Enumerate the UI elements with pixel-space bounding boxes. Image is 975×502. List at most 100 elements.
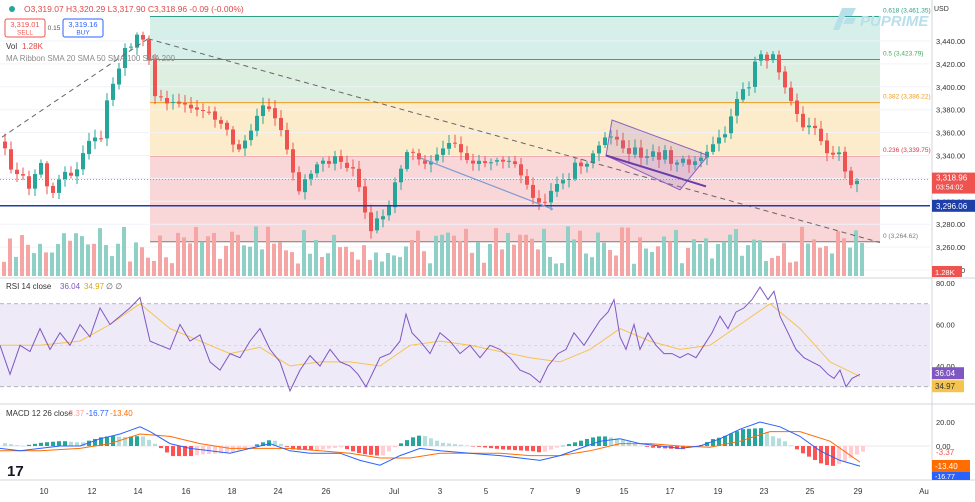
candle-body [489,162,493,164]
volume-bar [638,237,642,276]
macd-histogram-bar [321,446,325,450]
macd-histogram-bar [339,446,343,448]
volume-bar [572,239,576,276]
candle-body [561,180,565,184]
rsi-pane[interactable]: RSI 14 close 36.04 34.97 ∅ ∅ [0,282,930,393]
volume-label: Vol [6,42,17,51]
candle-body [33,174,37,189]
fib-label: 0.382 (3,386.22) [883,94,931,101]
volume-bar [800,226,804,276]
macd-histogram-bar [447,443,451,446]
candle-body [615,136,619,140]
volume-bars [2,226,864,276]
candle-body [207,111,211,113]
macd-histogram-bar [243,446,247,449]
candle-body [477,160,481,164]
candle-body [261,105,265,116]
candle-body [609,136,613,138]
candle-body [183,103,187,105]
volume-bar [716,244,720,276]
macd-histogram-bar [297,446,301,450]
volume-bar [236,234,240,276]
macd-histogram-bar [711,439,715,446]
time-axis[interactable]: 10 12 14 16 18 24 26 Jul 3 5 7 9 15 17 19 23 25 29 Au [40,487,929,496]
macd-histogram-bar [15,445,19,446]
candle-body [423,160,427,164]
time-tick: 10 [40,487,49,496]
macd-histogram-bar [765,432,769,446]
macd-value: -16.77 [86,409,109,418]
price-tick: 3,360.00 [936,129,965,138]
macd-histogram-bar [165,446,169,453]
tradingview-logo-icon: 17 [7,463,24,480]
volume-bar [404,246,408,276]
price-tick: 3,280.00 [936,220,965,229]
macd-histogram-bar [399,443,403,446]
macd-pane[interactable]: MACD 12 26 close-3.37 -16.77 -13.40 [0,409,930,467]
fib-label: 0.5 (3,423.79) [883,51,923,58]
macd-hist-value: -3.37 [66,409,85,418]
rsi-ma-value: 34.97 [84,282,105,291]
volume-bar [602,242,606,276]
candle-body [405,152,409,169]
volume-bar [8,238,12,276]
volume-bar [326,253,330,276]
candle-body [651,151,655,157]
macd-histogram-bar [69,441,73,446]
volume-bar [482,262,486,276]
volume-bar [398,257,402,276]
macd-histogram-bar [543,446,547,452]
volume-bar [536,249,540,276]
sell-button[interactable]: 3,319.01 SELL [4,18,46,38]
volume-bar [290,252,294,276]
volume-bar [302,230,306,276]
macd-histogram-bar [381,446,385,456]
macd-histogram-bar [585,439,589,446]
rising-trendline [1,38,149,138]
volume-bar [644,248,648,276]
price-tick: 3,340.00 [936,152,965,161]
macd-histogram-bar [843,446,847,462]
candle-body [645,156,649,158]
candle-body [447,143,451,149]
candle-body [639,147,643,158]
last-price-badge [932,172,975,194]
fibonacci-zones [150,16,880,243]
candle-body [603,137,607,146]
time-tick: 3 [438,487,443,496]
macd-histogram-bar [9,444,13,446]
volume-bar [62,233,66,276]
candle-body [387,206,391,216]
fib-zone [150,155,880,242]
buy-button[interactable]: 3,319.16 BUY [62,18,104,38]
volume-bar [242,245,246,276]
volume-bar [386,252,390,276]
candle-body [219,120,223,124]
macd-histogram-bar [363,446,367,455]
volume-bar [320,257,324,276]
volume-bar [458,241,462,276]
volume-bar [734,229,738,276]
buy-label: BUY [76,30,90,37]
macd-histogram-bar [813,446,817,460]
macd-histogram-bar [651,446,655,448]
macd-histogram-bar [387,446,391,452]
volume-bar [692,239,696,276]
macd-histogram-bar [507,446,511,450]
macd-histogram-bar [327,446,331,449]
macd-histogram-bar [123,436,127,446]
volume-bar [188,243,192,276]
macd-histogram-bar [303,446,307,451]
macd-histogram-bar [453,444,457,446]
volume-bar [434,235,438,276]
candle-body [411,151,415,153]
fib-label: 0.236 (3,339.75) [883,147,931,154]
candle-body [765,54,769,61]
price-axis[interactable]: USD 3,440.00 3,420.00 3,400.00 3,380.00 3,360… [932,6,975,481]
volume-bar [74,233,78,276]
brand-name: PUPRIME [860,13,929,30]
time-tick: 24 [274,487,283,496]
macd-histogram-bar [423,435,427,446]
macd-histogram-bar [345,446,349,450]
